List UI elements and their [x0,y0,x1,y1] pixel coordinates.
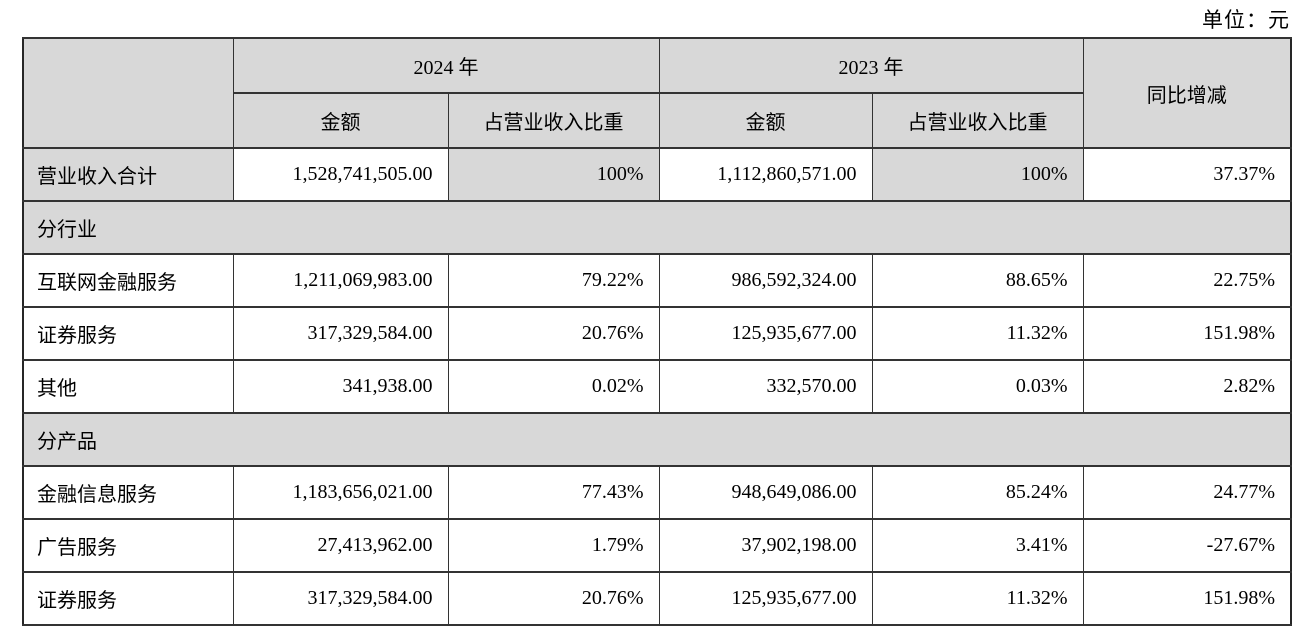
header-ratio-2024: 占营业收入比重 [447,92,660,149]
ratio-2023: 85.24% [871,465,1084,520]
revenue-breakdown-table: 2024 年 2023 年 同比增减 金额 占营业收入比重 金额 占营业收入比重… [22,37,1292,626]
unit-label: 单位：元 [1202,8,1290,32]
amount-2024: 1,528,741,505.00 [232,147,449,202]
table-row: 证券服务 317,329,584.00 20.76% 125,935,677.00 11… [22,306,1292,361]
amount-2024: 1,211,069,983.00 [232,253,449,308]
section-row: 分产品 [22,412,1292,467]
amount-2024: 1,183,656,021.00 [232,465,449,520]
ratio-2024: 0.02% [447,359,660,414]
ratio-2023: 11.32% [871,571,1084,626]
table-row: 营业收入合计 1,528,741,505.00 100% 1,112,860,571.… [22,147,1292,202]
yoy-change: 2.82% [1082,359,1292,414]
section-label: 分行业 [22,200,1292,255]
ratio-2023: 11.32% [871,306,1084,361]
yoy-change: -27.67% [1082,518,1292,573]
ratio-2024: 79.22% [447,253,660,308]
ratio-2024: 100% [447,147,660,202]
table-row: 证券服务 317,329,584.00 20.76% 125,935,677.00 11… [22,571,1292,626]
table-body: 营业收入合计 1,528,741,505.00 100% 1,112,860,571.… [22,147,1292,626]
header-amount-2023: 金额 [658,92,873,149]
ratio-2023: 0.03% [871,359,1084,414]
corner-empty-cell [22,37,234,149]
yoy-change: 151.98% [1082,571,1292,626]
table-row: 广告服务 27,413,962.00 1.79% 37,902,198.00 3.41%… [22,518,1292,573]
yoy-change: 22.75% [1082,253,1292,308]
header-row-measures: 金额 占营业收入比重 金额 占营业收入比重 [23,92,1291,149]
amount-2023: 37,902,198.00 [658,518,873,573]
amount-2024: 317,329,584.00 [232,571,449,626]
amount-2024: 317,329,584.00 [232,306,449,361]
ratio-2023: 3.41% [871,518,1084,573]
row-label: 广告服务 [22,518,234,573]
ratio-2024: 20.76% [447,306,660,361]
amount-2023: 125,935,677.00 [658,571,873,626]
amount-2023: 1,112,860,571.00 [658,147,873,202]
header-yoy-change: 同比增减 [1082,37,1292,149]
row-label: 互联网金融服务 [22,253,234,308]
header-amount-2024: 金额 [232,92,449,149]
amount-2023: 125,935,677.00 [658,306,873,361]
ratio-2023: 88.65% [871,253,1084,308]
amount-2023: 948,649,086.00 [658,465,873,520]
row-label: 营业收入合计 [22,147,234,202]
ratio-2024: 77.43% [447,465,660,520]
row-label: 其他 [22,359,234,414]
ratio-2023: 100% [871,147,1084,202]
table-row: 金融信息服务 1,183,656,021.00 77.43% 948,649,086.… [22,465,1292,520]
amount-2023: 332,570.00 [658,359,873,414]
ratio-2024: 1.79% [447,518,660,573]
ratio-2024: 20.76% [447,571,660,626]
amount-2023: 986,592,324.00 [658,253,873,308]
table-row: 互联网金融服务 1,211,069,983.00 79.22% 986,592,324… [22,253,1292,308]
section-row: 分行业 [22,200,1292,255]
yoy-change: 151.98% [1082,306,1292,361]
yoy-change: 37.37% [1082,147,1292,202]
header-year-2024: 2024 年 [232,37,660,94]
section-label: 分产品 [22,412,1292,467]
row-label: 金融信息服务 [22,465,234,520]
header-row-years: 2024 年 2023 年 同比增减 [22,37,1292,149]
amount-2024: 27,413,962.00 [232,518,449,573]
amount-2024: 341,938.00 [232,359,449,414]
header-ratio-2023: 占营业收入比重 [871,92,1084,149]
yoy-change: 24.77% [1082,465,1292,520]
table-row: 其他 341,938.00 0.02% 332,570.00 0.03% 2.82% [22,359,1292,414]
row-label: 证券服务 [22,306,234,361]
row-label: 证券服务 [22,571,234,626]
header-year-2023: 2023 年 [658,37,1084,94]
